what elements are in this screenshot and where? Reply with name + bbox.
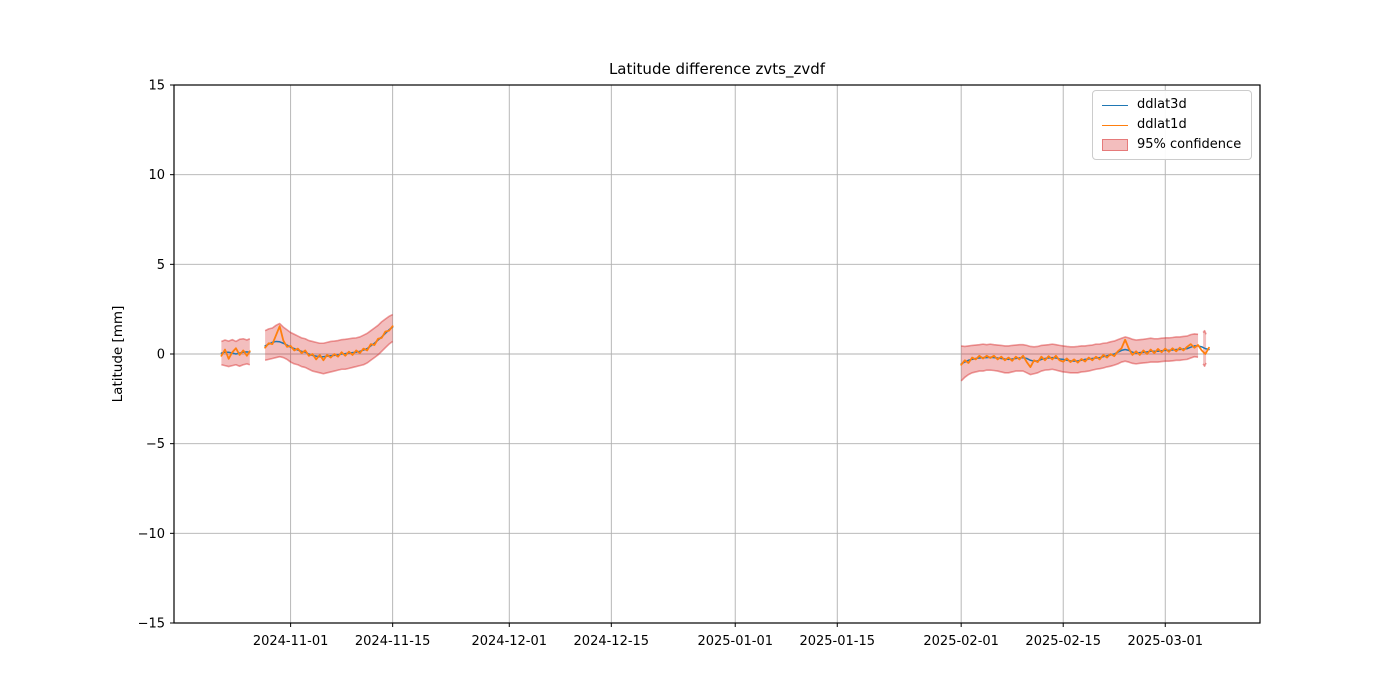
y-tick-label: −15 [138, 617, 165, 632]
legend-item-ddlat1d: ddlat1d [1102, 118, 1241, 132]
legend: ddlat3d ddlat1d 95% confidence [1092, 90, 1253, 160]
x-tick-label: 2025-01-01 [697, 634, 773, 649]
series-line-ddlat1d [220, 347, 251, 360]
legend-line-swatch-ddlat1d [1102, 124, 1128, 126]
y-axis-label: Latitude [mm] [110, 305, 126, 403]
legend-label-ddlat1d: ddlat1d [1137, 117, 1187, 132]
series-line-ddlat1d [960, 338, 1210, 368]
y-tick-label: 15 [148, 79, 165, 94]
x-tick-label: 2025-02-15 [1025, 634, 1101, 649]
x-tick-label: 2024-11-01 [253, 634, 329, 649]
y-tick-label: −5 [146, 437, 165, 452]
legend-label-ddlat3d: ddlat3d [1137, 97, 1187, 112]
legend-label-confidence: 95% confidence [1137, 137, 1242, 152]
x-tick-label: 2024-12-15 [574, 634, 650, 649]
confidence-band-edge [961, 333, 1199, 348]
confidence-band-edge [221, 363, 251, 368]
confidence-band [265, 314, 393, 374]
y-tick-label: 0 [157, 348, 165, 363]
legend-patch-swatch-confidence [1102, 139, 1128, 151]
x-tick-label: 2025-02-01 [923, 634, 999, 649]
confidence-band-edge [264, 340, 394, 375]
confidence-band-edge [221, 337, 251, 343]
chart-title: Latitude difference zvts_zvdf [608, 60, 826, 78]
x-tick-label: 2025-03-01 [1127, 634, 1203, 649]
x-tick-label: 2024-12-01 [471, 634, 547, 649]
legend-line-swatch-ddlat3d [1102, 104, 1128, 106]
y-tick-label: −10 [138, 527, 165, 542]
y-tick-label: 5 [157, 258, 165, 273]
plot-border [173, 84, 1261, 624]
legend-item-confidence: 95% confidence [1102, 138, 1241, 152]
confidence-band-edge [960, 355, 1199, 382]
x-tick-label: 2025-01-15 [799, 634, 875, 649]
legend-item-ddlat3d: ddlat3d [1102, 98, 1241, 112]
series-line-ddlat1d [264, 325, 394, 362]
y-tick-label: 10 [148, 168, 165, 183]
confidence-band-edge [1202, 329, 1207, 335]
x-tick-label: 2024-11-15 [355, 634, 431, 649]
confidence-band-edge [264, 313, 394, 345]
confidence-band [961, 333, 1199, 381]
confidence-band-edge [1202, 362, 1207, 367]
